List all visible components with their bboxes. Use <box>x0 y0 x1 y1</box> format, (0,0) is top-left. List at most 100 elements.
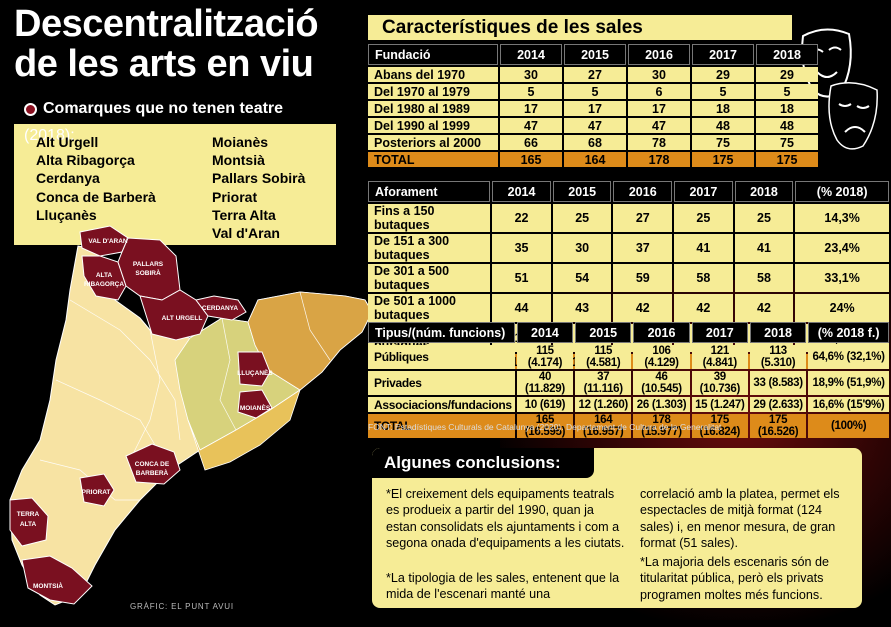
total-cell: 178 <box>628 152 690 167</box>
table-cell: 78 <box>628 135 690 150</box>
table-cell: 47 <box>628 118 690 133</box>
table-cell: 47 <box>500 118 562 133</box>
total-cell: 164 <box>564 152 626 167</box>
table-cell: Públiques <box>368 345 515 369</box>
conclusion-3: correlació amb la platea, permet els esp… <box>640 487 840 551</box>
source-note: FONT: Estadístiques Culturals de Catalun… <box>368 422 722 432</box>
table-cell: 113 (5.310) <box>749 345 807 369</box>
column-header: Aforament <box>368 181 491 202</box>
table-cell: 42 <box>734 294 794 322</box>
table-row: Del 1970 al 1979 5 5 6 5 5 <box>368 84 818 99</box>
table-cell: 33,1% <box>795 264 889 292</box>
column-header: 2015 <box>575 322 632 343</box>
column-header: 2017 <box>674 181 733 202</box>
table-cell: 54 <box>552 264 612 292</box>
column-header: Fundació <box>368 44 498 65</box>
label-val-daran: VAL D'ARAN <box>88 238 128 245</box>
title-line-2: de les arts en viu <box>14 43 314 85</box>
table-cell: 6 <box>628 84 690 99</box>
table-cell: 5 <box>692 84 754 99</box>
table-cell: 29 <box>756 67 818 82</box>
column-header: 2014 <box>500 44 562 65</box>
comarca-pallars-sobira <box>117 237 181 301</box>
total-cell: 178 (15.977) <box>633 414 690 438</box>
table-cell: 43 <box>552 294 612 322</box>
table-cell: 59 <box>613 264 673 292</box>
table-cell: 33 (8.583) <box>749 371 807 395</box>
comarca-item: Montsià <box>212 152 265 169</box>
comarca-item: Moianès <box>212 134 269 150</box>
table-row: De 301 a 500 butaques 51 54 59 58 58 33,1% <box>368 264 889 292</box>
label-pallars-1: PALLARS <box>133 261 164 268</box>
column-header: 2016 <box>628 44 690 65</box>
label-llucanes: LLUÇANÈS <box>237 368 273 377</box>
table-cell: 17 <box>564 101 626 116</box>
table-cell: 23,4% <box>795 234 889 262</box>
table-cell: 42 <box>674 294 733 322</box>
comarca-item: Priorat <box>212 188 258 205</box>
table-cell: 30 <box>552 234 612 262</box>
label-conca-1: CONCA DE <box>135 461 170 468</box>
table-row: Del 1980 al 1989 17 17 17 18 18 <box>368 101 818 116</box>
table-row: Posteriors al 2000 66 68 78 75 75 <box>368 135 818 150</box>
comarca-moianes <box>237 389 273 419</box>
table-row: Privades 40 (11.829) 37 (11.116) 46 (10.545… <box>368 371 889 395</box>
table-cell: 115 (4.174) <box>516 345 574 369</box>
table-cell: 121 (4.841) <box>691 345 748 369</box>
comarca-item: Cerdanya <box>36 170 100 187</box>
table-cell: Associacions/fundacions <box>368 397 515 412</box>
map-coast-region <box>187 389 301 471</box>
table-cell: 30 <box>500 67 562 82</box>
table-row: De 501 a 1000 butaques 44 43 42 42 42 24% <box>368 294 889 322</box>
total-cell: 165 <box>500 152 562 167</box>
table-cell: 48 <box>692 118 754 133</box>
label-moianes: MOIANÈS <box>240 403 271 412</box>
total-cell: (100%) <box>808 414 889 438</box>
column-header: 2015 <box>564 44 626 65</box>
total-cell: TOTAL <box>368 152 498 167</box>
table-row: Associacions/fundacions 10 (619) 12 (1.260… <box>368 397 889 412</box>
table-cell: 42 <box>613 294 673 322</box>
table-cell: 10 (619) <box>516 397 574 412</box>
table-cell: Posteriors al 2000 <box>368 135 498 150</box>
table-cell: De 151 a 300 butaques <box>368 234 491 262</box>
table-cell: 14,3% <box>795 204 889 232</box>
total-cell: 175 <box>692 152 754 167</box>
total-cell: 175 <box>756 152 818 167</box>
comarca-item: Pallars Sobirà <box>212 170 306 187</box>
table-cell: 68 <box>564 135 626 150</box>
column-header: 2016 <box>633 322 690 343</box>
table-cell: 25 <box>552 204 612 232</box>
column-header: 2016 <box>613 181 673 202</box>
table-cell: 29 <box>692 67 754 82</box>
table-cell: 5 <box>756 84 818 99</box>
table-cell: 44 <box>492 294 551 322</box>
table-row: Del 1990 al 1999 47 47 47 48 48 <box>368 118 818 133</box>
map-labels: VAL D'ARAN PALLARS SOBIRÀ ALTA RIBAGORÇA… <box>17 238 274 590</box>
column-header: 2017 <box>692 44 754 65</box>
table-cell: 46 (10.545) <box>633 371 690 395</box>
conclusions-panel: Algunes conclusions: *El creixement dels… <box>372 448 862 608</box>
label-ribagorca-2: RIBAGORÇA <box>84 281 124 288</box>
table-cell: 75 <box>692 135 754 150</box>
table-fundacio: Fundació 2014 2015 2016 2017 2018 Abans del 19… <box>366 42 820 169</box>
column-header: 2017 <box>691 322 748 343</box>
conclusion-2: *La tipologia de les sales, entenent que… <box>386 571 620 602</box>
table-cell: 18,9% (51,9%) <box>808 371 889 395</box>
table-cell: Fins a 150 butaques <box>368 204 491 232</box>
table-cell: 37 (11.116) <box>575 371 632 395</box>
title-line-1: Descentralització <box>14 3 319 45</box>
comarca-cerdanya <box>195 295 247 321</box>
table-cell: 66 <box>500 135 562 150</box>
table-cell: 15 (1.247) <box>691 397 748 412</box>
table-cell: 18 <box>692 101 754 116</box>
label-cerdanya: CERDANYA <box>202 305 239 312</box>
table-cell: 16,6% (15'9%) <box>808 397 889 412</box>
table-cell: 27 <box>613 204 673 232</box>
column-header: Tipus/(núm. funcions) <box>368 322 515 343</box>
column-header: 2018 <box>756 44 818 65</box>
table-total-row: TOTAL 165 (16.595) 164 (16.957) 178 (15.977… <box>368 414 889 438</box>
table-cell: 48 <box>756 118 818 133</box>
table-row: Fins a 150 butaques 22 25 27 25 25 14,3% <box>368 204 889 232</box>
